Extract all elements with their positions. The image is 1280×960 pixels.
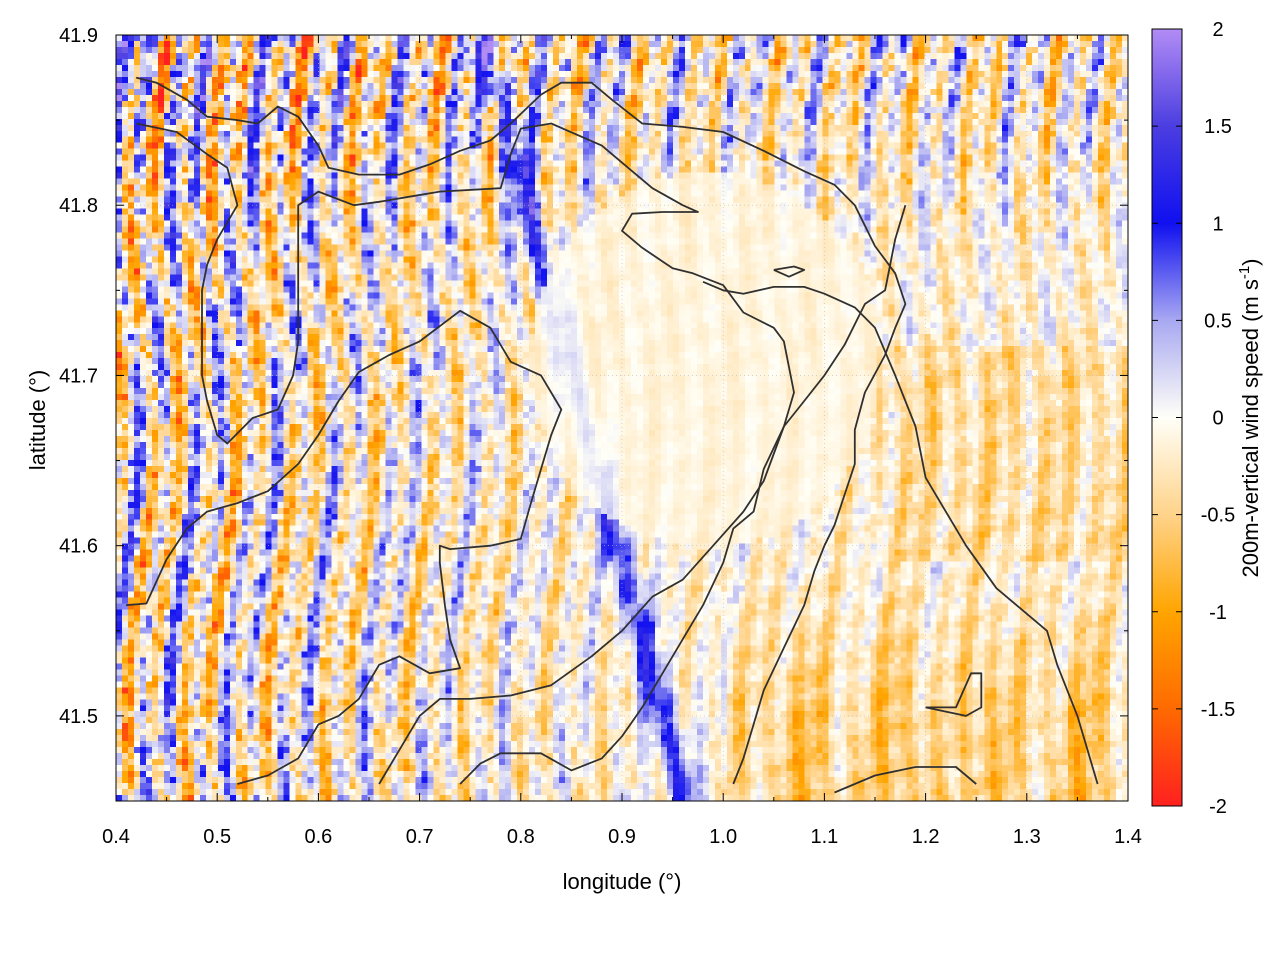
colorbar-label-sup: -1 <box>1236 266 1253 279</box>
x-axis-label: longitude (°) <box>563 869 682 894</box>
colorbar-ticks: 2 1.5 1 0.5 0 -0.5 -1 -1.5 -2 <box>1152 19 1235 818</box>
x-tick-label: 0.7 <box>406 826 434 848</box>
x-tick-label: 0.9 <box>608 826 636 848</box>
x-tick-label: 1.4 <box>1114 826 1142 848</box>
y-tick-label: 41.8 <box>59 195 98 217</box>
colorbar-tick-label: 1 <box>1212 213 1223 235</box>
contour-line <box>834 766 977 794</box>
colorbar-tick-label: 0.5 <box>1204 310 1232 332</box>
x-tick-label: 1.1 <box>810 826 838 848</box>
y-tick-label: 41.7 <box>59 365 98 387</box>
y-tick-label: 41.6 <box>59 536 98 558</box>
contour-line <box>773 265 806 278</box>
x-tick-label: 0.5 <box>203 826 231 848</box>
colorbar-label: 200m-vertical wind speed (m s-1) <box>1236 258 1263 577</box>
colorbar-tick-label: -1.5 <box>1201 699 1235 721</box>
colorbar-label-end: ) <box>1238 258 1263 265</box>
y-tick-label: 41.9 <box>59 25 98 47</box>
contour-lines <box>126 76 1099 794</box>
colorbar-tick-label: -1 <box>1209 602 1227 624</box>
x-axis-ticks: 0.4 0.5 0.6 0.7 0.8 0.9 1.0 1.1 1.2 1.3 1.4 <box>102 35 1142 848</box>
contour-line <box>135 76 907 785</box>
heatmap-image <box>116 35 1128 801</box>
contour-line <box>378 204 907 785</box>
colorbar-label-main: 200m-vertical wind speed (m s <box>1238 279 1263 577</box>
colorbar-tick-label: -0.5 <box>1201 505 1235 527</box>
contour-line <box>925 672 983 717</box>
x-tick-label: 1.3 <box>1013 826 1041 848</box>
colorbar-tick-label: 0 <box>1212 408 1223 430</box>
x-tick-label: 0.8 <box>507 826 535 848</box>
colorbar-tick-label: 1.5 <box>1204 116 1232 138</box>
contour-line <box>136 122 795 785</box>
x-tick-label: 1.2 <box>912 826 940 848</box>
heatmap <box>116 35 1128 801</box>
x-tick-label: 1.0 <box>709 826 737 848</box>
y-axis-label: latitude (°) <box>25 370 50 471</box>
y-axis-ticks: 41.5 41.6 41.7 41.8 41.9 <box>59 25 1128 802</box>
x-tick-label: 0.4 <box>102 826 130 848</box>
x-tick-label: 0.6 <box>304 826 332 848</box>
contour-line <box>126 309 563 785</box>
y-tick-label: 41.5 <box>59 706 98 728</box>
contour-line <box>702 280 1099 785</box>
colorbar-tick-label: -2 <box>1209 796 1227 818</box>
colorbar-tick-label: 2 <box>1212 19 1223 41</box>
